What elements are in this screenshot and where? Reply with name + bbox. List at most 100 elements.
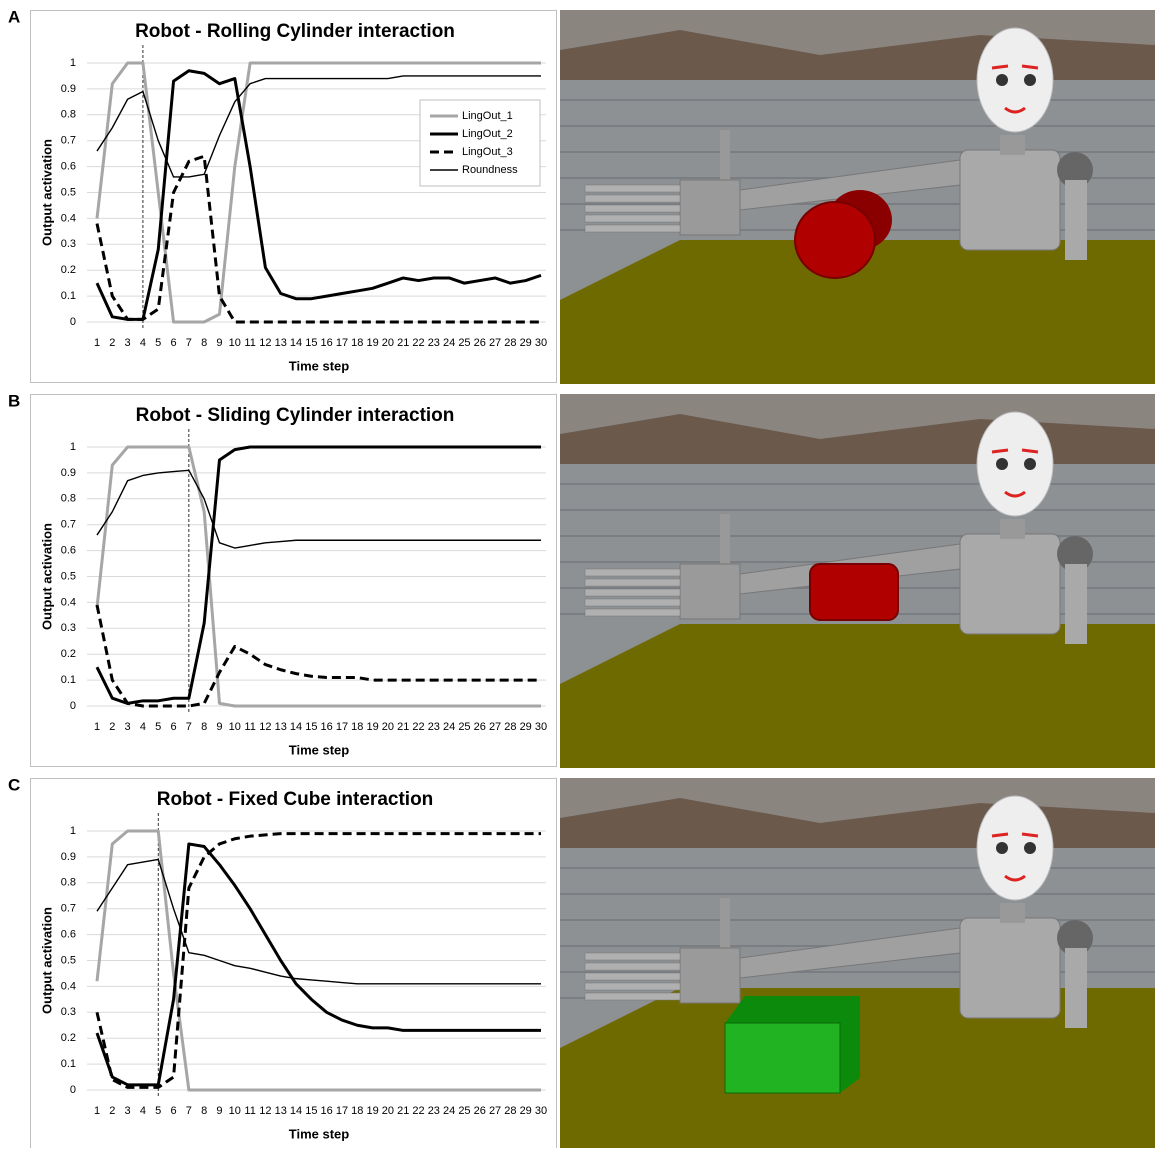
x-tick-label: 25 — [458, 337, 470, 349]
robot-finger — [585, 185, 680, 192]
robot-finger — [585, 983, 680, 990]
x-tick-label: 19 — [366, 721, 378, 733]
y-tick-label: 0.3 — [61, 238, 76, 250]
x-tick-label: 21 — [397, 337, 409, 349]
x-tick-label: 18 — [351, 721, 363, 733]
robot-eye — [1024, 842, 1036, 854]
y-tick-label: 0.2 — [61, 264, 76, 276]
y-tick-label: 0.2 — [61, 648, 76, 660]
y-tick-label: 0.4 — [61, 212, 76, 224]
legend-label: Roundness — [462, 164, 518, 176]
y-axis-label: Output activation — [39, 139, 54, 246]
x-tick-label: 15 — [305, 1105, 317, 1117]
x-tick-label: 21 — [397, 1105, 409, 1117]
x-tick-label: 25 — [458, 1105, 470, 1117]
y-tick-label: 0.4 — [61, 596, 76, 608]
y-tick-label: 1 — [70, 57, 76, 69]
x-tick-label: 13 — [275, 1105, 287, 1117]
robot-finger — [585, 973, 680, 980]
x-tick-label: 3 — [125, 337, 131, 349]
x-tick-label: 23 — [428, 721, 440, 733]
robot-finger — [585, 993, 680, 1000]
robot-head — [977, 412, 1053, 516]
x-tick-label: 5 — [155, 337, 161, 349]
robot-finger — [585, 215, 680, 222]
x-axis-label: Time step — [289, 358, 350, 373]
robot-neck — [1000, 135, 1025, 155]
x-tick-label: 22 — [412, 337, 424, 349]
y-tick-label: 0.7 — [61, 135, 76, 147]
robot-eye — [1024, 458, 1036, 470]
x-tick-label: 6 — [170, 1105, 176, 1117]
x-tick-label: 27 — [489, 337, 501, 349]
chart-title: Robot - Rolling Cylinder interaction — [135, 21, 455, 42]
x-tick-label: 24 — [443, 721, 455, 733]
x-tick-label: 30 — [535, 337, 547, 349]
x-tick-label: 18 — [351, 337, 363, 349]
legend-label: LingOut_3 — [462, 146, 513, 158]
x-tick-label: 10 — [229, 337, 241, 349]
x-tick-label: 3 — [125, 721, 131, 733]
x-tick-label: 4 — [140, 1105, 146, 1117]
x-tick-label: 30 — [535, 1105, 547, 1117]
x-tick-label: 6 — [170, 337, 176, 349]
x-tick-label: 13 — [275, 721, 287, 733]
page: {"chart_data":[ {"type":"line","panel":"… — [0, 0, 1155, 1153]
robot-arm — [1065, 564, 1087, 644]
object — [810, 564, 898, 620]
x-tick-label: 20 — [382, 1105, 394, 1117]
table — [560, 624, 1155, 768]
x-tick-label: 15 — [305, 337, 317, 349]
x-tick-label: 15 — [305, 721, 317, 733]
robot-finger — [585, 195, 680, 202]
x-tick-label: 29 — [520, 721, 532, 733]
y-tick-label: 0.6 — [61, 929, 76, 941]
robot-thumb — [720, 130, 730, 180]
x-tick-label: 4 — [140, 721, 146, 733]
robot-finger — [585, 205, 680, 212]
x-tick-label: 27 — [489, 1105, 501, 1117]
robot-finger — [585, 569, 680, 576]
robot-eye — [996, 458, 1008, 470]
y-tick-label: 0.7 — [61, 519, 76, 531]
y-tick-label: 0.8 — [61, 493, 76, 505]
y-tick-label: 0.9 — [61, 467, 76, 479]
y-tick-label: 0.2 — [61, 1032, 76, 1044]
robot-eye — [1024, 74, 1036, 86]
x-tick-label: 11 — [244, 337, 255, 349]
y-tick-label: 0 — [70, 316, 76, 328]
x-tick-label: 17 — [336, 337, 348, 349]
object — [725, 1023, 840, 1093]
x-tick-label: 28 — [504, 721, 516, 733]
x-tick-label: 1 — [94, 337, 100, 349]
y-tick-label: 0.4 — [61, 980, 76, 992]
y-tick-label: 0.1 — [61, 290, 76, 302]
robot-finger — [585, 963, 680, 970]
x-tick-label: 26 — [474, 337, 486, 349]
legend-label: LingOut_1 — [462, 110, 513, 122]
robot-finger — [585, 579, 680, 586]
y-tick-label: 0.6 — [61, 545, 76, 557]
x-axis-label: Time step — [289, 742, 350, 757]
x-tick-label: 2 — [109, 1105, 115, 1117]
x-tick-label: 23 — [428, 337, 440, 349]
robot-palm — [680, 564, 740, 619]
y-tick-label: 0.1 — [61, 1058, 76, 1070]
robot-torso — [960, 534, 1060, 634]
y-tick-label: 0.5 — [61, 570, 76, 582]
x-tick-label: 19 — [366, 1105, 378, 1117]
x-tick-label: 1 — [94, 1105, 100, 1117]
y-tick-label: 0.5 — [61, 186, 76, 198]
y-tick-label: 1 — [70, 441, 76, 453]
x-tick-label: 14 — [290, 1105, 302, 1117]
x-tick-label: 17 — [336, 1105, 348, 1117]
x-tick-label: 11 — [244, 721, 255, 733]
robot-finger — [585, 599, 680, 606]
x-tick-label: 7 — [186, 721, 192, 733]
x-tick-label: 22 — [412, 721, 424, 733]
y-tick-label: 0.5 — [61, 954, 76, 966]
robot-head — [977, 28, 1053, 132]
robot-head — [977, 796, 1053, 900]
y-tick-label: 0.9 — [61, 83, 76, 95]
y-tick-label: 0.3 — [61, 1006, 76, 1018]
